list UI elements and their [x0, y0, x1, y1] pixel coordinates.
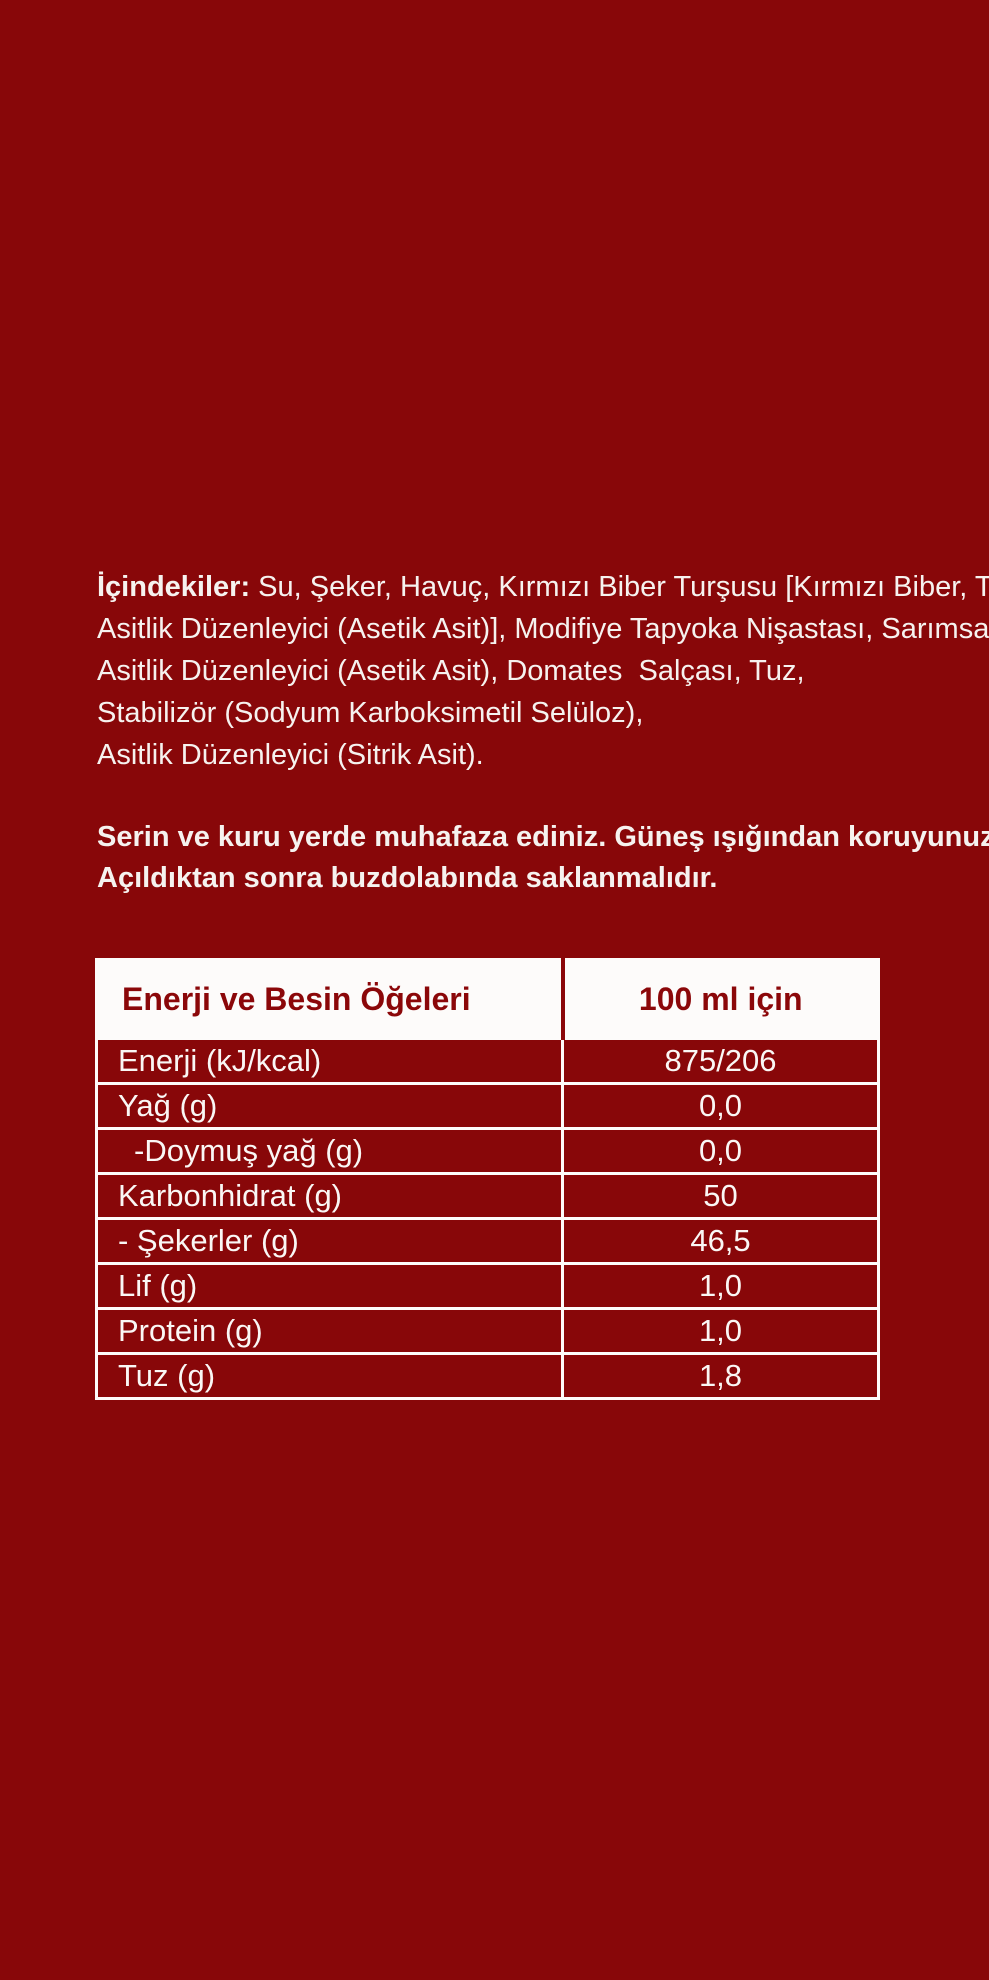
nutrient-value: 1,0 [561, 1307, 880, 1355]
table-row: Yağ (g) 0,0 [95, 1082, 880, 1130]
ingredients-line: Asitlik Düzenleyici (Asetik Asit)], Modi… [97, 613, 989, 645]
nutrition-table: Enerji ve Besin Öğeleri 100 ml için Ener… [95, 958, 880, 1400]
table-row: Tuz (g) 1,8 [95, 1352, 880, 1400]
nutrient-value: 0,0 [561, 1127, 880, 1175]
ingredients-line: Stabilizör (Sodyum Karboksimetil Selüloz… [97, 697, 644, 729]
table-row: - Şekerler (g) 46,5 [95, 1217, 880, 1265]
table-row: Enerji (kJ/kcal) 875/206 [95, 1037, 880, 1085]
table-row: -Doymuş yağ (g) 0,0 [95, 1127, 880, 1175]
table-row: Karbonhidrat (g) 50 [95, 1172, 880, 1220]
nutrition-table-header-row: Enerji ve Besin Öğeleri 100 ml için [95, 958, 880, 1040]
nutrient-label: Protein (g) [95, 1307, 564, 1355]
storage-line: Serin ve kuru yerde muhafaza ediniz. Gün… [97, 821, 989, 853]
ingredients-line: Asitlik Düzenleyici (Asetik Asit), Domat… [97, 655, 805, 687]
table-row: Protein (g) 1,0 [95, 1307, 880, 1355]
nutrient-label: Karbonhidrat (g) [95, 1172, 564, 1220]
ingredients-label: İçindekiler: [97, 571, 251, 603]
nutrient-label: - Şekerler (g) [95, 1217, 564, 1265]
nutrient-value: 875/206 [561, 1037, 880, 1085]
nutrient-label: Enerji (kJ/kcal) [95, 1037, 564, 1085]
nutrient-value: 1,0 [561, 1262, 880, 1310]
nutrition-header-amount: 100 ml için [561, 958, 880, 1040]
nutrient-label: Tuz (g) [95, 1352, 564, 1400]
ingredients-line1-text: Su, Şeker, Havuç, Kırmızı Biber Turşusu … [250, 571, 989, 603]
nutrient-value: 0,0 [561, 1082, 880, 1130]
nutrient-label: Yağ (g) [95, 1082, 564, 1130]
ingredients-line: Asitlik Düzenleyici (Sitrik Asit). [97, 739, 484, 771]
ingredients-paragraph: İçindekiler: Su, Şeker, Havuç, Kırmızı B… [97, 566, 989, 776]
nutrient-label: Lif (g) [95, 1262, 564, 1310]
storage-line: Açıldıktan sonra buzdolabında saklanmalı… [97, 862, 718, 894]
nutrient-value: 46,5 [561, 1217, 880, 1265]
nutrition-header-name: Enerji ve Besin Öğeleri [95, 958, 565, 1040]
nutrient-value: 1,8 [561, 1352, 880, 1400]
ingredients-line: İçindekiler: Su, Şeker, Havuç, Kırmızı B… [97, 566, 989, 608]
table-row: Lif (g) 1,0 [95, 1262, 880, 1310]
storage-instructions: Serin ve kuru yerde muhafaza ediniz. Gün… [97, 817, 989, 899]
nutrient-label: -Doymuş yağ (g) [95, 1127, 564, 1175]
nutrient-value: 50 [561, 1172, 880, 1220]
